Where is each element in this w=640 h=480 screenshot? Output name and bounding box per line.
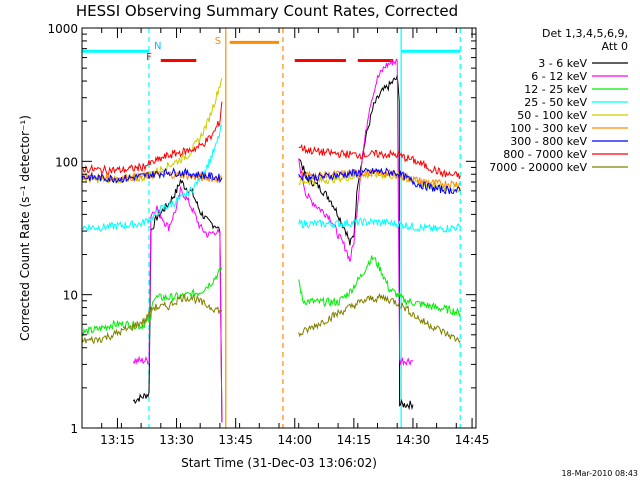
plot-content — [82, 28, 461, 428]
y-tick-label-2: 100 — [55, 155, 78, 169]
series-1-line-1 — [298, 75, 414, 411]
x-tick-label-1: 13:30 — [159, 433, 194, 447]
legend-label-2: 6 - 12 keV — [531, 70, 587, 83]
y-axis: 1 10 100 1000 — [47, 22, 476, 436]
series-8-line-1 — [298, 143, 461, 179]
marker-label-n: N — [154, 41, 161, 52]
y-axis-label: Corrected Count Rate (s⁻¹ detector⁻¹) — [18, 115, 32, 341]
series-8-line-0 — [82, 101, 223, 175]
series-1-line-0 — [132, 179, 223, 423]
x-tick-label-2: 13:45 — [218, 433, 253, 447]
legend-header-1: Att 0 — [602, 40, 628, 53]
legend-label-7: 300 - 800 keV — [510, 135, 587, 148]
y-tick-label-3: 1000 — [47, 22, 78, 36]
legend-label-8: 800 - 7000 keV — [503, 148, 587, 161]
legend-label-5: 50 - 100 keV — [517, 109, 587, 122]
x-tick-label-3: 14:00 — [277, 433, 312, 447]
series-5-line-0 — [82, 78, 223, 184]
chart-title: HESSI Observing Summary Count Rates, Cor… — [76, 2, 458, 20]
series-2-line-0 — [132, 185, 223, 423]
legend-label-6: 100 - 300 keV — [510, 122, 587, 135]
marker-label-s: S — [215, 36, 221, 47]
legend-label-1: 3 - 6 keV — [538, 57, 587, 70]
plot-frame — [81, 27, 477, 429]
marker-label-f: F — [146, 52, 152, 63]
plot-area: NF S — [82, 28, 461, 428]
series-3-line-1 — [298, 255, 461, 317]
legend-label-3: 12 - 25 keV — [524, 83, 587, 96]
legend-header-0: Det 1,3,4,5,6,9, — [542, 27, 628, 40]
series-4-line-1 — [298, 217, 461, 233]
timestamp: 18-Mar-2010 08:43 — [562, 469, 639, 478]
series-3-line-0 — [82, 266, 223, 337]
x-axis: 13:15 13:30 13:45 14:00 14:15 14:30 14:45 — [81, 28, 490, 447]
legend-label-9: 7000 - 20000 keV — [489, 161, 587, 174]
x-tick-label-5: 14:30 — [396, 433, 431, 447]
series-2-line-1 — [298, 58, 414, 367]
x-tick-label-0: 13:15 — [100, 433, 135, 447]
series-5-line-1 — [298, 169, 461, 193]
x-tick-label-4: 14:15 — [337, 433, 372, 447]
y-tick-label-0: 1 — [70, 422, 78, 436]
x-axis-label: Start Time (31-Dec-03 13:06:02) — [181, 456, 377, 470]
y-tick-label-1: 10 — [63, 289, 78, 303]
series-9-line-1 — [298, 293, 461, 344]
series-7-line-1 — [298, 167, 461, 195]
series-7-line-0 — [82, 167, 223, 184]
x-tick-label-6: 14:45 — [455, 433, 490, 447]
series-9-line-0 — [82, 293, 223, 345]
legend-label-4: 25 - 50 keV — [524, 96, 587, 109]
